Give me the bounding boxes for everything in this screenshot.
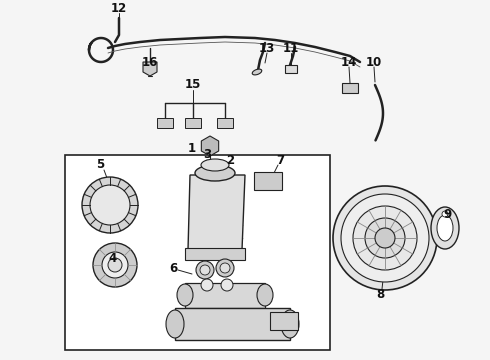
Text: 14: 14: [341, 55, 357, 68]
Polygon shape: [157, 118, 173, 128]
Circle shape: [220, 263, 230, 273]
Polygon shape: [143, 62, 157, 76]
Ellipse shape: [437, 215, 453, 241]
Circle shape: [365, 218, 405, 258]
Text: 3: 3: [203, 148, 211, 162]
Bar: [342, 83, 358, 93]
Bar: [65, 155, 330, 350]
Circle shape: [442, 211, 448, 217]
Circle shape: [200, 265, 210, 275]
Circle shape: [102, 252, 128, 278]
Text: 11: 11: [283, 41, 299, 54]
Circle shape: [90, 185, 130, 225]
Polygon shape: [188, 175, 245, 250]
Text: 10: 10: [366, 55, 382, 68]
Text: 1: 1: [188, 141, 196, 154]
Polygon shape: [254, 172, 282, 190]
Ellipse shape: [201, 159, 229, 171]
Text: 8: 8: [376, 288, 384, 302]
Circle shape: [375, 228, 395, 248]
Text: 13: 13: [259, 41, 275, 54]
Bar: [270, 312, 298, 330]
Circle shape: [196, 261, 214, 279]
Text: 4: 4: [109, 252, 117, 265]
Bar: [285, 65, 297, 73]
Text: 5: 5: [96, 158, 104, 171]
Circle shape: [93, 243, 137, 287]
Ellipse shape: [166, 310, 184, 338]
Text: 9: 9: [443, 208, 451, 221]
Polygon shape: [217, 118, 233, 128]
Polygon shape: [201, 136, 219, 156]
Bar: [185, 248, 245, 260]
Text: 2: 2: [226, 153, 234, 166]
Ellipse shape: [252, 69, 262, 75]
Circle shape: [333, 186, 437, 290]
Polygon shape: [185, 118, 201, 128]
Circle shape: [221, 279, 233, 291]
Circle shape: [108, 258, 122, 272]
Bar: [175, 308, 290, 340]
Ellipse shape: [431, 207, 459, 249]
Text: 15: 15: [185, 78, 201, 91]
Ellipse shape: [281, 310, 299, 338]
Circle shape: [341, 194, 429, 282]
Ellipse shape: [195, 165, 235, 181]
Circle shape: [82, 177, 138, 233]
Text: 12: 12: [111, 1, 127, 14]
Bar: [185, 283, 265, 308]
Circle shape: [216, 259, 234, 277]
Text: 6: 6: [169, 261, 177, 274]
Circle shape: [201, 279, 213, 291]
Text: 7: 7: [276, 153, 284, 166]
Ellipse shape: [177, 284, 193, 306]
Ellipse shape: [257, 284, 273, 306]
Text: 16: 16: [142, 55, 158, 68]
Circle shape: [353, 206, 417, 270]
